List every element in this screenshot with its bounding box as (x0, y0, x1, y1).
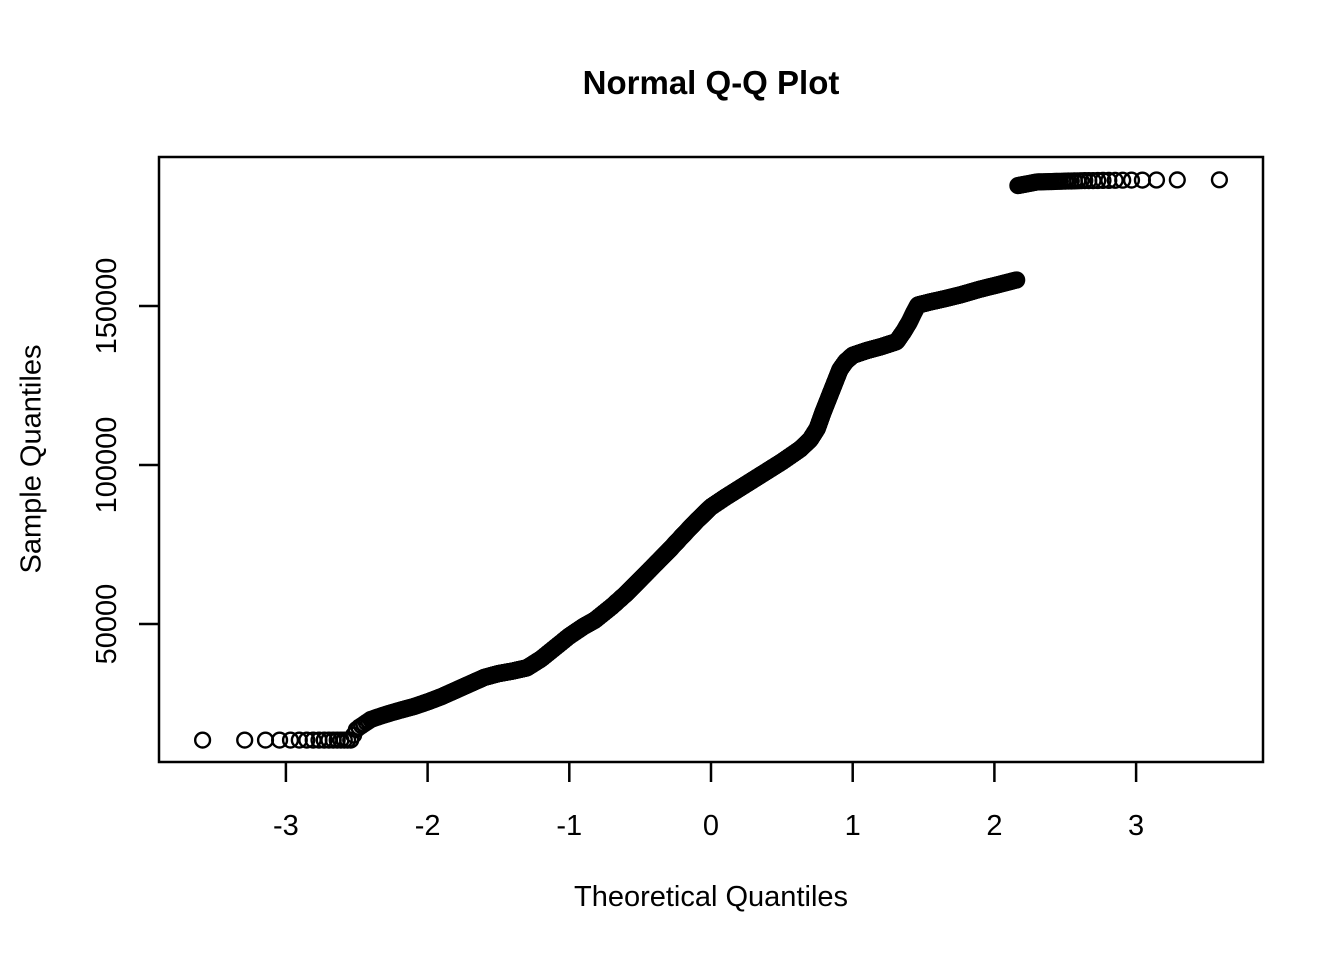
qq-point (1114, 171, 1132, 189)
qq-point (1210, 171, 1229, 189)
x-tick-label: 0 (703, 810, 719, 842)
plot-box (157, 155, 1265, 764)
qq-point (1147, 171, 1166, 189)
qq-point (1168, 171, 1186, 189)
data-points (194, 171, 1229, 749)
x-tick-label: -3 (273, 810, 299, 842)
qq-point (1133, 171, 1152, 189)
qq-point (281, 731, 300, 749)
x-tick-label: -2 (415, 810, 441, 842)
qq-point (1089, 171, 1107, 190)
qq-point (1008, 271, 1026, 289)
x-tick-label: 1 (845, 810, 861, 842)
qq-point (256, 731, 275, 749)
x-tick-label: -1 (556, 810, 582, 842)
qq-point (236, 731, 254, 749)
qq-point (1122, 171, 1141, 189)
qq-point (315, 731, 333, 749)
qq-point (271, 731, 289, 749)
x-tick-label: 3 (1128, 810, 1144, 842)
x-axis-title: Theoretical Quantiles (573, 881, 849, 913)
y-tick-label: 50000 (91, 584, 123, 665)
qq-point (1106, 171, 1124, 189)
y-tick-label: 100000 (91, 417, 123, 514)
qq-point (1094, 171, 1112, 190)
y-axis-title: Sample Quantiles (15, 344, 48, 574)
qq-point (194, 731, 212, 749)
chart-title: Normal Q-Q Plot (582, 64, 840, 101)
qq-point (298, 731, 316, 749)
x-tick-label: 2 (986, 810, 1002, 842)
y-tick-label: 150000 (91, 258, 123, 355)
